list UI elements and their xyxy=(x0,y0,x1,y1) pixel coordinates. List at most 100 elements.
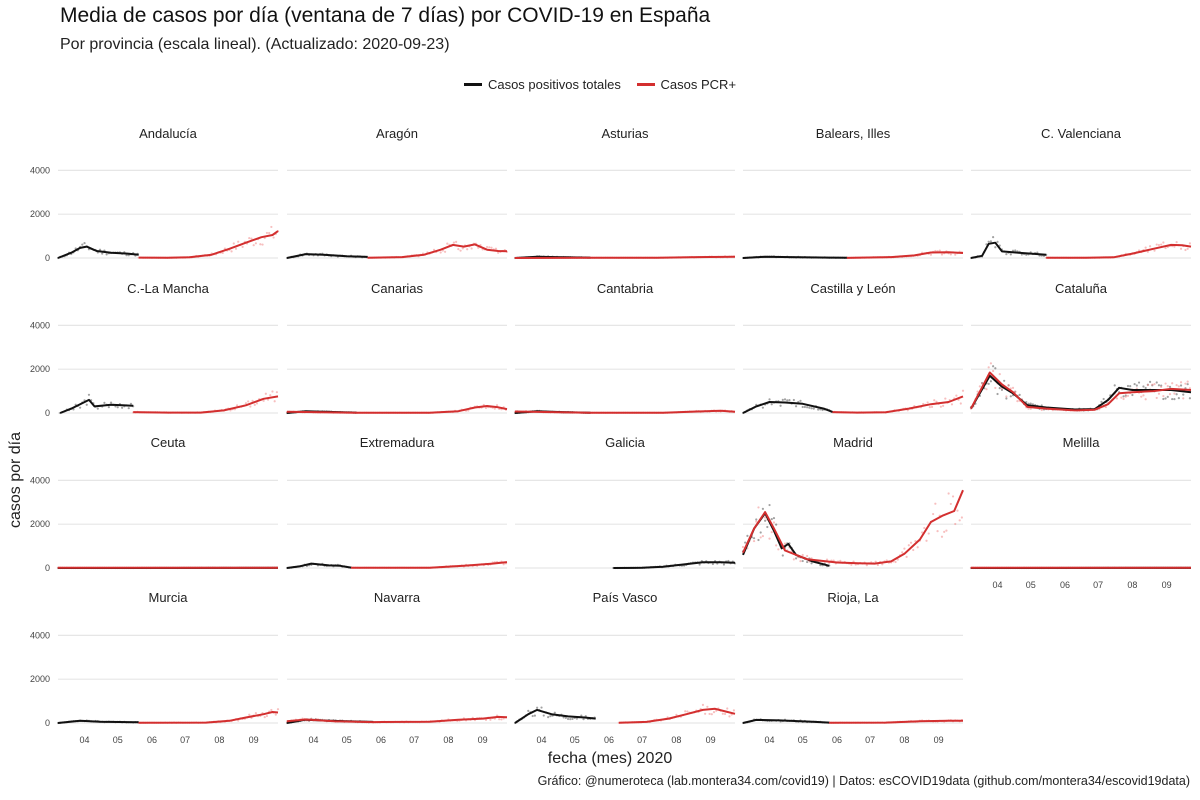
point-pcr-madrid xyxy=(876,563,879,567)
point-total-madrid xyxy=(766,525,769,529)
point-pcr-castilla-y-leon xyxy=(922,402,925,406)
point-total-c-la-mancha xyxy=(85,403,88,406)
y-tick-murcia-2000: 2000 xyxy=(30,674,50,684)
point-total-andalucia xyxy=(83,241,86,245)
point-total-cataluna xyxy=(1157,384,1161,387)
point-total-pais-vasco xyxy=(575,717,579,720)
point-pcr-madrid xyxy=(792,558,795,561)
point-pcr-madrid xyxy=(949,502,952,506)
point-total-cataluna xyxy=(1171,397,1174,401)
point-pcr-madrid xyxy=(907,544,910,547)
point-pcr-cataluna xyxy=(1115,397,1119,400)
point-total-c-valenciana xyxy=(1020,253,1023,256)
point-pcr-castilla-y-leon xyxy=(942,404,945,407)
point-pcr-madrid xyxy=(764,516,767,519)
point-total-galicia xyxy=(722,563,726,566)
point-pcr-castilla-y-leon xyxy=(950,403,954,406)
point-total-madrid xyxy=(794,557,798,560)
line-pcr-andalucia xyxy=(138,230,279,259)
facet-title-melilla: Melilla xyxy=(1063,435,1101,450)
x-tick-rioja-la-07: 07 xyxy=(865,735,875,745)
point-pcr-pais-vasco xyxy=(686,710,689,713)
x-tick-rioja-la-08: 08 xyxy=(899,735,909,745)
point-pcr-aragon xyxy=(470,247,473,250)
point-total-castilla-y-leon xyxy=(817,408,820,411)
x-tick-pais-vasco-05: 05 xyxy=(570,735,580,745)
point-total-c-la-mancha xyxy=(109,401,113,404)
facet-title-aragon: Aragón xyxy=(376,126,418,141)
point-pcr-cataluna xyxy=(1104,405,1107,409)
line-total-balears-illes xyxy=(742,255,847,259)
x-tick-murcia-04: 04 xyxy=(80,735,90,745)
point-pcr-cataluna xyxy=(1040,408,1043,412)
point-pcr-madrid xyxy=(909,541,913,544)
point-total-madrid xyxy=(770,518,773,521)
y-tick-ceuta-2000: 2000 xyxy=(30,519,50,529)
point-total-andalucia xyxy=(98,248,102,251)
point-pcr-c-valenciana xyxy=(1184,248,1187,252)
point-total-castilla-y-leon xyxy=(799,399,802,402)
point-total-cataluna xyxy=(1029,402,1032,405)
point-total-cataluna xyxy=(1122,395,1125,398)
point-total-c-la-mancha xyxy=(129,402,133,405)
point-pcr-c-la-mancha xyxy=(249,405,252,408)
point-pcr-c-la-mancha xyxy=(264,392,267,395)
point-total-cataluna xyxy=(1144,386,1147,390)
point-pcr-c-la-mancha xyxy=(253,403,256,406)
point-pcr-cataluna xyxy=(1179,381,1183,384)
point-pcr-aragon xyxy=(443,250,447,253)
point-total-castilla-y-leon xyxy=(768,398,771,401)
point-total-galicia xyxy=(711,562,714,566)
point-total-c-valenciana xyxy=(994,246,997,249)
point-pcr-andalucia xyxy=(237,240,240,243)
point-total-castilla-y-leon xyxy=(770,403,773,406)
point-total-pais-vasco xyxy=(549,715,552,718)
point-pcr-cataluna xyxy=(1140,395,1143,398)
point-total-c-valenciana xyxy=(989,240,992,243)
line-pcr-aragon xyxy=(367,243,508,259)
point-pcr-murcia xyxy=(248,713,251,716)
point-pcr-madrid xyxy=(927,532,930,535)
point-pcr-madrid xyxy=(932,512,935,516)
chart-title: Media de casos por día (ventana de 7 día… xyxy=(60,4,711,27)
point-total-cataluna xyxy=(1025,400,1028,404)
point-total-madrid xyxy=(752,537,756,540)
point-total-cataluna xyxy=(1131,393,1134,397)
point-pcr-c-valenciana xyxy=(1173,245,1176,248)
point-total-pais-vasco xyxy=(533,714,536,717)
point-pcr-pais-vasco xyxy=(723,712,727,716)
x-tick-pais-vasco-07: 07 xyxy=(637,735,647,745)
point-pcr-madrid xyxy=(958,519,961,522)
point-pcr-aragon xyxy=(432,248,436,251)
point-total-madrid xyxy=(768,503,771,507)
point-pcr-madrid xyxy=(770,531,773,534)
point-total-pais-vasco xyxy=(542,714,545,717)
point-total-pais-vasco xyxy=(531,714,534,718)
point-pcr-c-valenciana xyxy=(1155,243,1158,246)
point-pcr-pais-vasco xyxy=(675,713,678,716)
point-total-cataluna xyxy=(1179,384,1183,387)
point-total-c-la-mancha xyxy=(107,406,110,409)
point-pcr-navarra xyxy=(489,718,492,721)
point-total-madrid xyxy=(775,523,778,526)
point-total-pais-vasco xyxy=(580,714,583,717)
point-total-castilla-y-leon xyxy=(779,404,782,407)
point-pcr-madrid xyxy=(925,539,928,542)
line-total-c-valenciana xyxy=(970,241,1047,259)
point-total-cataluna xyxy=(1129,385,1132,388)
point-pcr-madrid xyxy=(901,551,904,554)
line-total-castilla-y-leon xyxy=(742,401,833,414)
point-pcr-murcia xyxy=(270,708,273,712)
point-total-madrid xyxy=(806,560,809,564)
point-pcr-balears-illes xyxy=(929,253,933,256)
point-pcr-cataluna xyxy=(1162,394,1165,398)
point-total-c-valenciana xyxy=(998,244,1001,247)
x-tick-rioja-la-05: 05 xyxy=(798,735,808,745)
point-pcr-andalucia xyxy=(265,231,269,235)
point-pcr-andalucia xyxy=(272,236,275,239)
point-total-castilla-y-leon xyxy=(803,405,807,409)
point-pcr-cataluna xyxy=(1182,397,1185,400)
x-tick-navarra-04: 04 xyxy=(309,735,319,745)
line-pcr-navarra xyxy=(286,715,508,724)
point-pcr-pais-vasco xyxy=(706,705,709,708)
